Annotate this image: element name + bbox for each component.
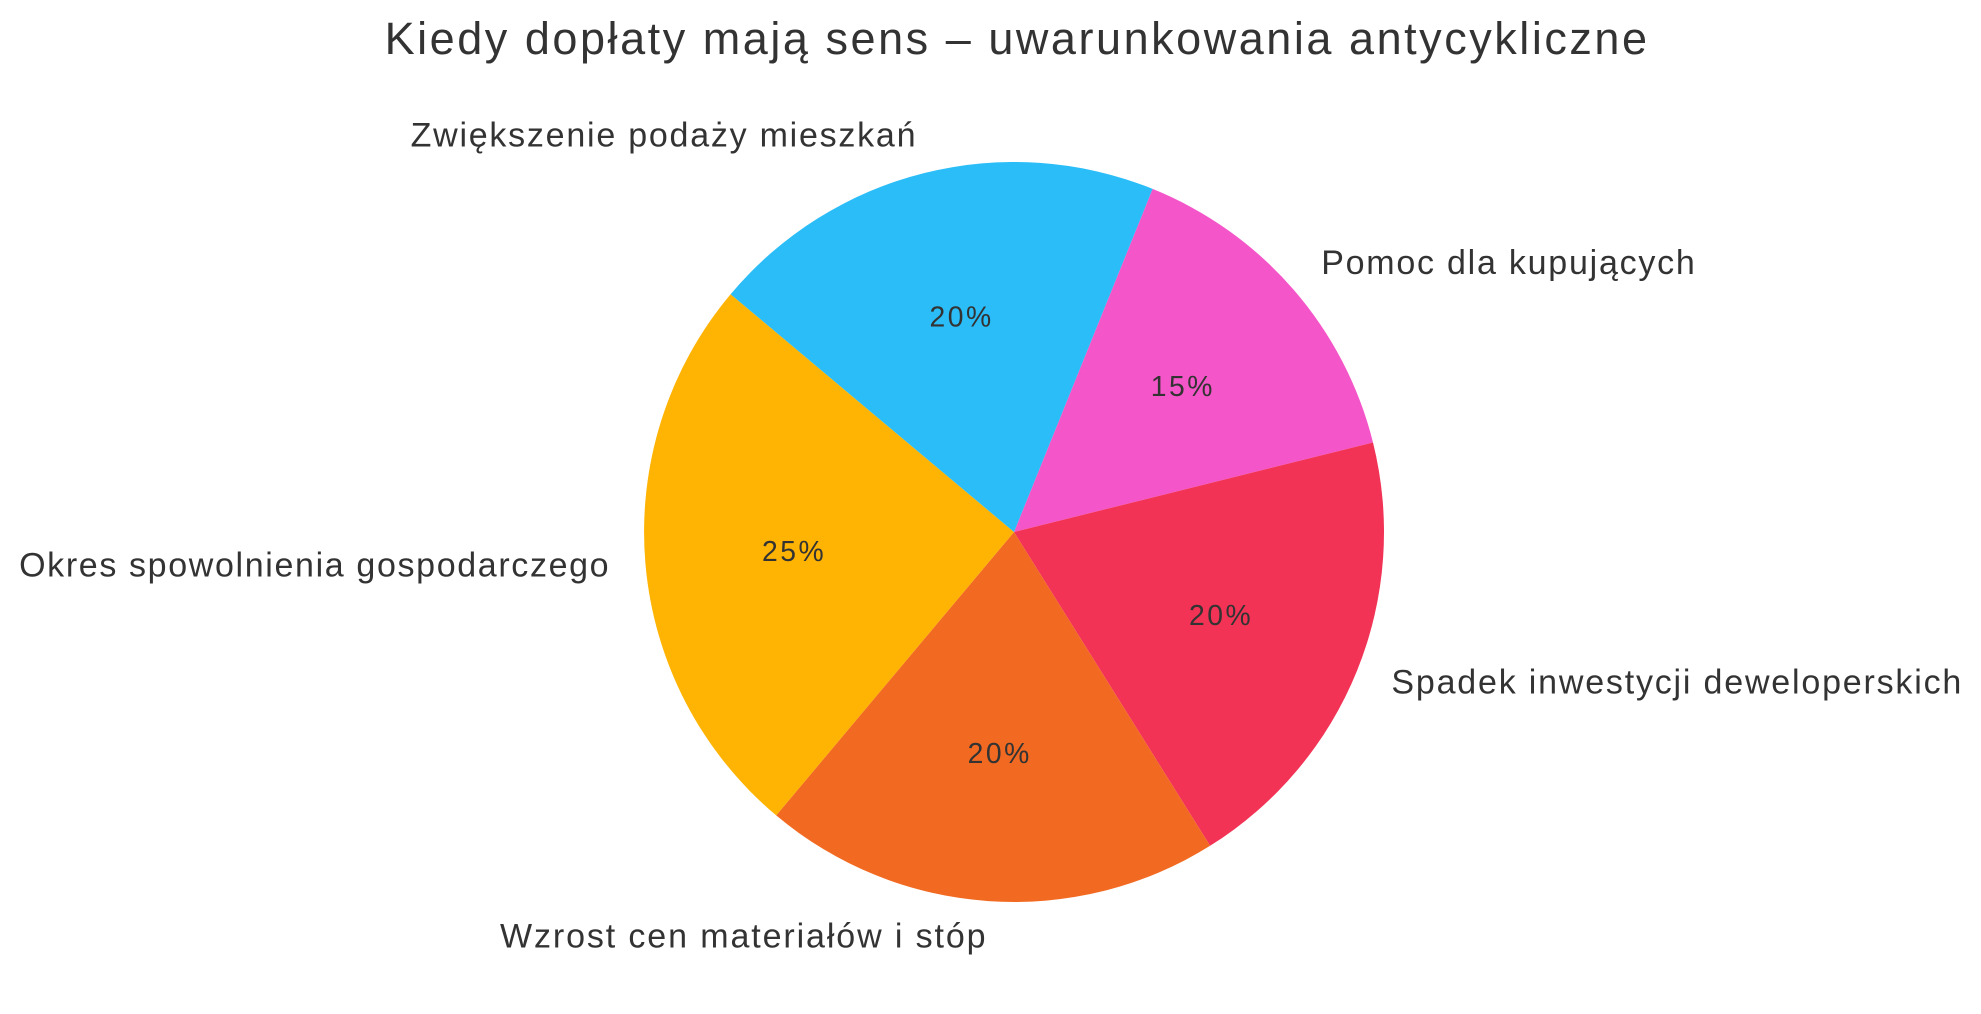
svg-text:Pomoc dla kupujących: Pomoc dla kupujących xyxy=(1321,244,1695,282)
svg-text:25%: 25% xyxy=(762,535,824,567)
svg-text:15%: 15% xyxy=(1151,370,1213,402)
svg-text:20%: 20% xyxy=(1189,599,1251,631)
svg-text:20%: 20% xyxy=(968,737,1030,769)
svg-text:Spadek inwestycji deweloperski: Spadek inwestycji deweloperskich xyxy=(1391,663,1961,701)
svg-text:Zwiększenie podaży mieszkań: Zwiększenie podaży mieszkań xyxy=(411,117,916,155)
svg-text:Wzrost cen materiałów i stóp: Wzrost cen materiałów i stóp xyxy=(500,917,986,955)
svg-text:Kiedy dopłaty mają sens – uwar: Kiedy dopłaty mają sens – uwarunkowania … xyxy=(385,13,1647,64)
svg-text:20%: 20% xyxy=(929,300,991,332)
svg-text:Okres spowolnienia gospodarcze: Okres spowolnienia gospodarczego xyxy=(19,546,609,584)
